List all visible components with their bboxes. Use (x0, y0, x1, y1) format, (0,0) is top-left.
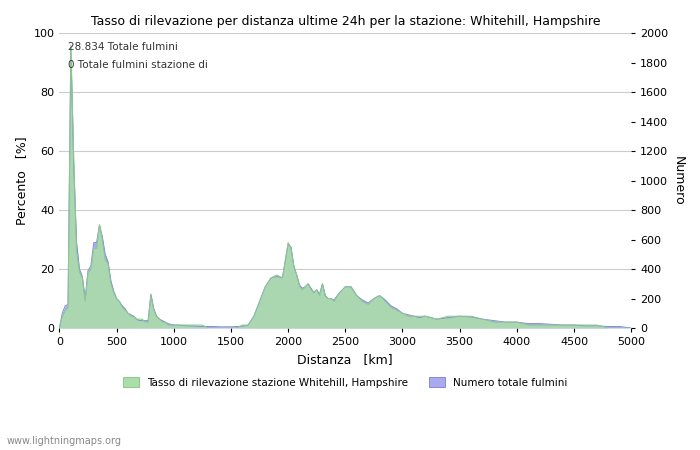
X-axis label: Distanza   [km]: Distanza [km] (298, 352, 393, 365)
Y-axis label: Numero: Numero (672, 156, 685, 206)
Title: Tasso di rilevazione per distanza ultime 24h per la stazione: Whitehill, Hampshi: Tasso di rilevazione per distanza ultime… (90, 15, 600, 28)
Text: 0 Totale fulmini stazione di: 0 Totale fulmini stazione di (68, 60, 208, 70)
Y-axis label: Percento   [%]: Percento [%] (15, 136, 28, 225)
Text: 28.834 Totale fulmini: 28.834 Totale fulmini (68, 42, 178, 52)
Text: www.lightningmaps.org: www.lightningmaps.org (7, 436, 122, 446)
Legend: Tasso di rilevazione stazione Whitehill, Hampshire, Numero totale fulmini: Tasso di rilevazione stazione Whitehill,… (123, 378, 568, 387)
